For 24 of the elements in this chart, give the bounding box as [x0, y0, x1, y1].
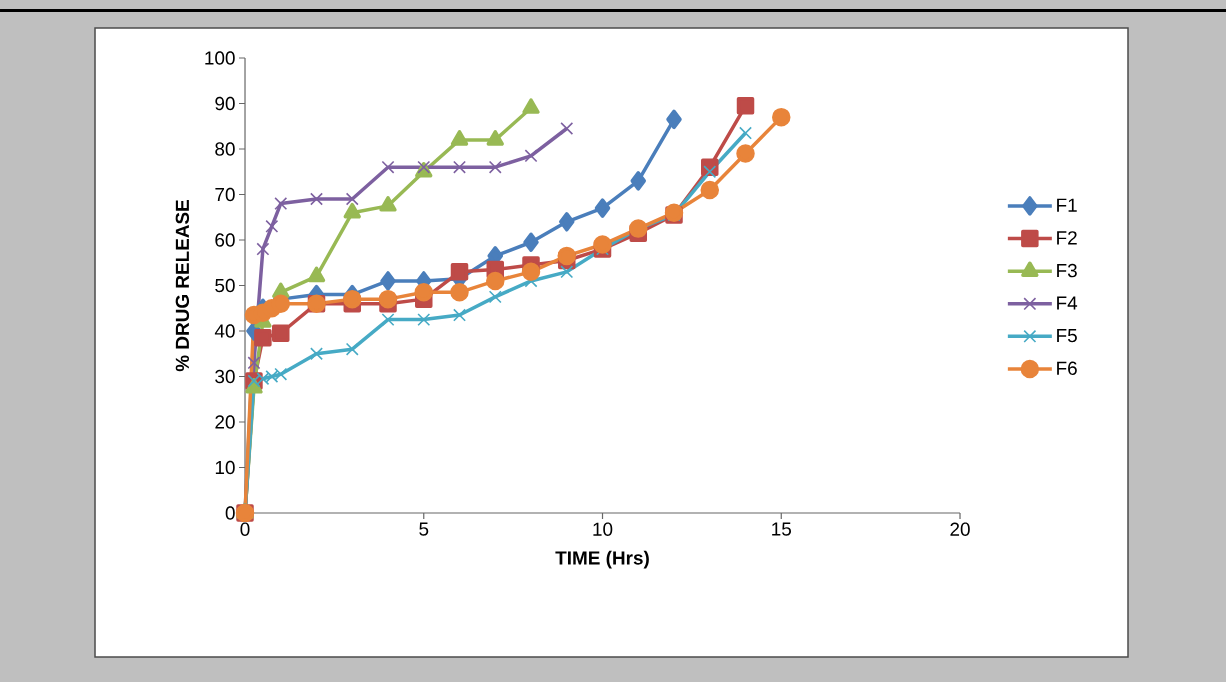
x-tick-label: 15 — [772, 522, 791, 536]
y-tick-label: 60 — [215, 233, 235, 247]
legend-label: F5 — [1057, 329, 1077, 343]
legend-label: F6 — [1057, 361, 1077, 375]
legend-label: F3 — [1057, 263, 1077, 278]
y-tick-label: 10 — [215, 460, 235, 475]
y-tick-label: 100 — [205, 51, 235, 65]
y-tick-label: 90 — [215, 96, 235, 111]
y-tick-label: 20 — [215, 415, 235, 429]
y-tick-label: 40 — [214, 324, 235, 338]
x-tick-label: 10 — [593, 522, 613, 536]
y-tick-label: 0 — [225, 506, 235, 520]
y-tick-label: 70 — [215, 187, 235, 202]
y-axis-title: % DRUG RELEASE — [175, 200, 190, 372]
x-tick-label: 5 — [419, 522, 429, 536]
y-tick-label: 30 — [215, 369, 235, 384]
x-axis-title: TIME (Hrs) — [555, 550, 649, 569]
x-tick-label: 0 — [240, 522, 250, 536]
y-tick-label: 50 — [215, 278, 235, 293]
y-tick-label: 80 — [215, 142, 235, 156]
x-tick-label: 20 — [950, 522, 970, 536]
legend-label: F1 — [1057, 198, 1077, 212]
legend-label: F4 — [1057, 296, 1078, 310]
legend-label: F2 — [1057, 231, 1077, 245]
